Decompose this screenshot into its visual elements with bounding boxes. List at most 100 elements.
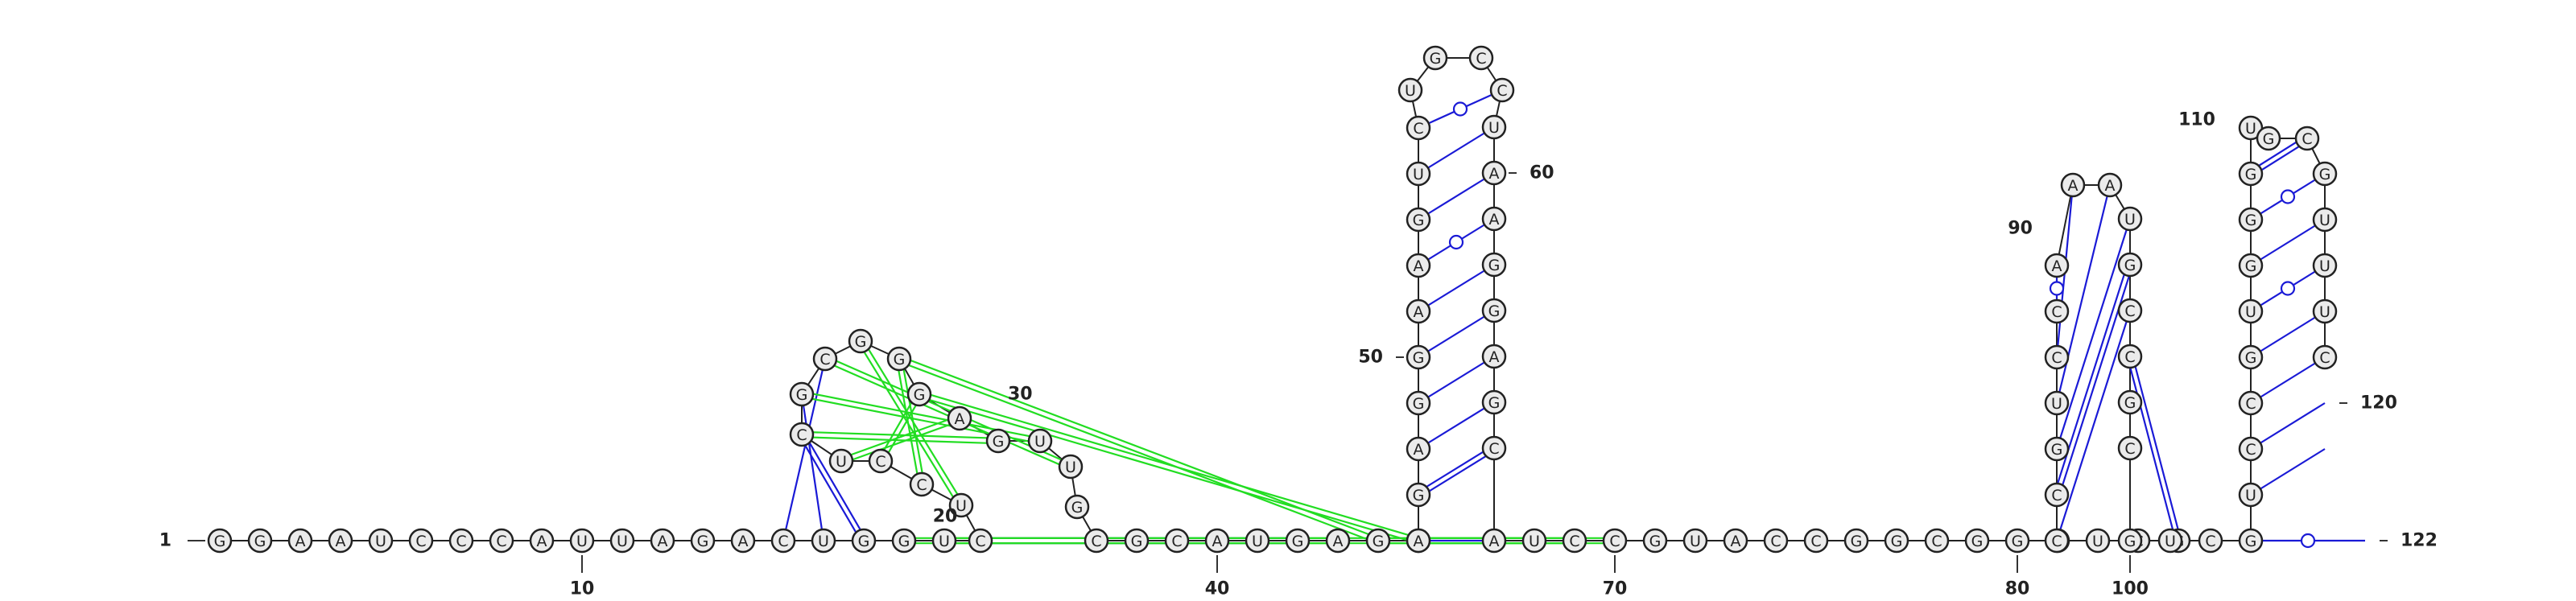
number-label: 30 [1008,385,1033,405]
au-pair-line [1418,356,1494,403]
nucleotide: G [987,430,1009,452]
nucleotide: G [1644,529,1666,552]
nucleotide: G [208,529,231,552]
nucleotide: U [2314,208,2336,231]
number-label: 122 [2401,531,2438,551]
nucleotide: A [1407,254,1430,277]
au-pair-line [1418,127,1494,174]
svg-text:C: C [1488,440,1499,458]
svg-text:U: U [1690,533,1701,550]
nucleotide: G [1407,484,1430,506]
svg-text:U: U [2319,303,2330,321]
number-ticks [188,173,2388,573]
svg-text:A: A [1489,165,1500,183]
svg-text:A: A [2105,177,2116,195]
gu-pair-marker [1450,236,1463,249]
number-label: 60 [1530,163,1554,183]
svg-text:A: A [1212,533,1223,550]
svg-text:G: G [1430,50,1442,68]
svg-text:C: C [2051,303,2062,321]
nucleotide: U [2314,254,2336,277]
gc-pair-line [799,436,861,542]
nucleotide: U [2087,529,2109,552]
svg-text:G: G [214,533,226,550]
svg-text:U: U [1405,82,1416,100]
svg-text:G: G [2124,257,2136,274]
nucleotides: G G A A U C C C A U U A G A C U G G U CUCCUCGCGGGAG UUGC G C A U… [208,47,2336,552]
gu-pair-marker [2281,191,2294,204]
svg-text:C: C [2301,130,2312,148]
gu-pair-marker [1454,103,1467,116]
nucleotide: A [530,529,553,552]
svg-text:G: G [894,351,906,368]
tertiary-pair-line [898,361,1377,543]
svg-text:C: C [1171,533,1182,550]
nucleotide: A [1206,529,1228,552]
svg-text:C: C [2245,395,2256,413]
number-label: 70 [1603,579,1628,599]
nucleotide: C [1407,117,1430,139]
svg-text:C: C [1413,120,1423,138]
svg-text:C: C [1091,533,1101,550]
nucleotide: U [1407,163,1430,185]
svg-text:G: G [1131,533,1143,550]
nucleotide: C [1805,529,1827,552]
nucleotide: G [2240,208,2262,231]
nucleotide: A [651,529,674,552]
svg-text:G: G [1488,257,1501,274]
nucleotide: C [2119,345,2141,368]
svg-text:A: A [1489,211,1500,228]
svg-text:G: G [2124,394,2136,412]
svg-text:G: G [2245,212,2257,229]
nucleotide: G [1424,47,1447,69]
gu-pair-marker [2050,282,2063,295]
svg-text:C: C [2319,349,2330,367]
svg-text:G: G [1413,349,1425,367]
svg-text:U: U [2051,395,2062,413]
svg-text:U: U [2245,487,2256,504]
nucleotide: U [1029,430,1051,452]
svg-text:G: G [2245,166,2257,183]
nucleotide: C [410,529,432,552]
nucleotide: G [249,529,271,552]
tertiary-pair-line [824,361,1070,469]
nucleotide: C [1483,437,1505,459]
svg-text:G: G [2319,166,2331,183]
number-label: 100 [2112,579,2149,599]
nucleotide: G [2240,346,2262,368]
nucleotide: G [2240,529,2262,552]
au-pair-line [2251,449,2325,495]
nucleotide: C [1563,529,1586,552]
nucleotide: A [329,529,352,552]
svg-text:C: C [1931,533,1942,550]
nucleotide: C [450,529,473,552]
svg-text:U: U [939,533,950,550]
au-pair-line [2251,220,2325,266]
nucleotide: G [1125,529,1148,552]
nucleotide: A [289,529,312,552]
nucleotide: G [2119,529,2141,552]
nucleotide: U [1399,79,1422,101]
svg-text:C: C [1609,533,1620,550]
svg-text:C: C [1810,533,1821,550]
svg-text:U: U [1065,459,1076,476]
nucleotide: G [1407,208,1430,231]
nucleotide: U [830,450,852,472]
svg-text:G: G [1649,533,1662,550]
nucleotide: G [849,330,872,352]
nucleotide: C [2119,437,2141,459]
svg-text:G: G [914,386,926,404]
svg-text:A: A [336,533,346,550]
svg-text:G: G [855,333,867,351]
svg-text:G: G [1488,394,1501,412]
svg-text:C: C [496,533,506,550]
tertiary-pair-line [902,358,924,484]
nucleotide: C [869,450,892,472]
svg-text:U: U [1529,533,1540,550]
svg-text:G: G [1373,533,1385,550]
nucleotide: G [2240,163,2262,185]
nucleotide: C [814,348,836,370]
svg-text:G: G [2245,533,2257,550]
nucleotide: U [2046,392,2068,414]
